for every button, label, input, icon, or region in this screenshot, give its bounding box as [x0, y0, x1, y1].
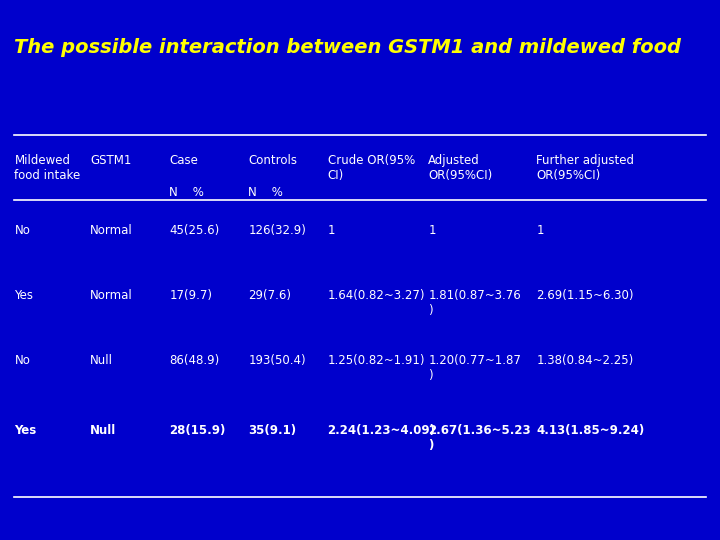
Text: 1: 1: [536, 224, 544, 237]
Text: Further adjusted
OR(95%CI): Further adjusted OR(95%CI): [536, 154, 634, 182]
Text: 29(7.6): 29(7.6): [248, 289, 292, 302]
Text: 126(32.9): 126(32.9): [248, 224, 306, 237]
Text: GSTM1: GSTM1: [90, 154, 131, 167]
Text: Normal: Normal: [90, 224, 132, 237]
Text: Crude OR(95%
CI): Crude OR(95% CI): [328, 154, 415, 182]
Text: 1.38(0.84~2.25): 1.38(0.84~2.25): [536, 354, 634, 367]
Text: 4.13(1.85~9.24): 4.13(1.85~9.24): [536, 424, 644, 437]
Text: 2.69(1.15~6.30): 2.69(1.15~6.30): [536, 289, 634, 302]
Text: 45(25.6): 45(25.6): [169, 224, 220, 237]
Text: Null: Null: [90, 424, 116, 437]
Text: 1.64(0.82~3.27): 1.64(0.82~3.27): [328, 289, 425, 302]
Text: N    %: N %: [248, 186, 283, 199]
Text: 193(50.4): 193(50.4): [248, 354, 306, 367]
Text: 28(15.9): 28(15.9): [169, 424, 225, 437]
Text: Adjusted
OR(95%CI): Adjusted OR(95%CI): [428, 154, 492, 182]
Text: The possible interaction between GSTM1 and mildewed food: The possible interaction between GSTM1 a…: [14, 38, 681, 57]
Text: No: No: [14, 354, 30, 367]
Text: Normal: Normal: [90, 289, 132, 302]
Text: 1.25(0.82~1.91): 1.25(0.82~1.91): [328, 354, 425, 367]
Text: Yes: Yes: [14, 289, 33, 302]
Text: Null: Null: [90, 354, 113, 367]
Text: 86(48.9): 86(48.9): [169, 354, 220, 367]
Text: Mildewed
food intake: Mildewed food intake: [14, 154, 81, 182]
Text: 35(9.1): 35(9.1): [248, 424, 297, 437]
Text: 2.67(1.36~5.23
): 2.67(1.36~5.23 ): [428, 424, 531, 452]
Text: 2.24(1.23~4.09): 2.24(1.23~4.09): [328, 424, 436, 437]
Text: 1.81(0.87~3.76
): 1.81(0.87~3.76 ): [428, 289, 521, 317]
Text: No: No: [14, 224, 30, 237]
Text: 1: 1: [328, 224, 335, 237]
Text: Controls: Controls: [248, 154, 297, 167]
Text: 1: 1: [428, 224, 436, 237]
Text: 17(9.7): 17(9.7): [169, 289, 212, 302]
Text: N    %: N %: [169, 186, 204, 199]
Text: 1.20(0.77~1.87
): 1.20(0.77~1.87 ): [428, 354, 521, 382]
Text: Yes: Yes: [14, 424, 37, 437]
Text: Case: Case: [169, 154, 198, 167]
